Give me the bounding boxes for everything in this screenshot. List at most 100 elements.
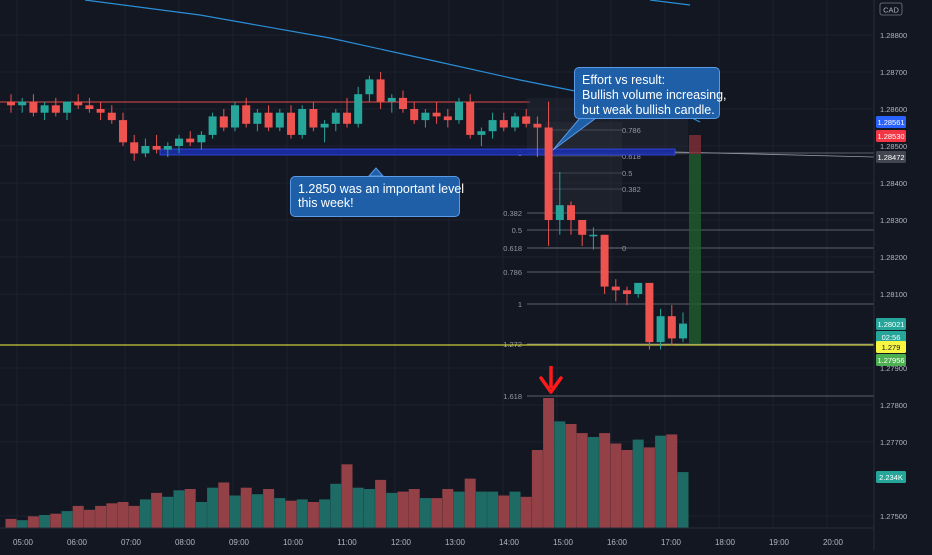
- candle-body: [600, 234, 609, 287]
- candle-body: [387, 97, 396, 102]
- currency-label: CAD: [883, 6, 899, 15]
- candle-body: [679, 323, 687, 339]
- x-tick-label: 17:00: [661, 538, 682, 547]
- y-tick-label: 1.28100: [880, 290, 907, 299]
- volume-bar: [341, 464, 353, 528]
- volume-bar: [251, 494, 263, 528]
- price-badge: [876, 318, 906, 330]
- candle-body: [623, 290, 631, 294]
- candle-body: [320, 123, 329, 128]
- volume-bar: [307, 502, 319, 528]
- position-stop-zone: [689, 135, 701, 154]
- position-target-zone: [689, 154, 701, 344]
- x-tick-label: 19:00: [769, 538, 790, 547]
- candle-body: [455, 101, 463, 121]
- candle-body: [589, 234, 598, 237]
- volume-bar: [520, 496, 532, 528]
- x-tick-label: 14:00: [499, 538, 520, 547]
- candle-body: [533, 123, 542, 128]
- volume-bar: [229, 495, 241, 528]
- candle-body: [253, 112, 262, 124]
- x-tick-label: 15:00: [553, 538, 574, 547]
- candle-body: [511, 116, 519, 128]
- x-tick-label: 18:00: [715, 538, 736, 547]
- candle-body: [264, 112, 273, 128]
- y-tick-label: 1.28200: [880, 253, 907, 262]
- volume-bar: [587, 437, 599, 528]
- volume-bar: [610, 443, 622, 528]
- candle-body: [522, 116, 531, 124]
- volume-bar: [509, 491, 521, 528]
- candle-body: [85, 105, 94, 109]
- candle-body: [29, 101, 38, 113]
- volume-bar: [128, 505, 140, 528]
- candle-body: [432, 112, 441, 117]
- volume-bar: [195, 502, 207, 528]
- price-badge-label: 1.279: [882, 343, 901, 352]
- y-tick-label: 1.28500: [880, 142, 907, 151]
- candle-body: [107, 112, 116, 121]
- currency-badge: [879, 2, 903, 16]
- volume-bar: [419, 498, 431, 528]
- candle-body: [656, 316, 665, 343]
- volume-bar: [386, 492, 398, 528]
- volume-bar: [5, 518, 17, 528]
- candle-body: [410, 109, 419, 121]
- x-tick-label: 06:00: [67, 538, 88, 547]
- volume-bar: [576, 433, 588, 528]
- fib-small-label: 0.618: [622, 152, 641, 161]
- y-tick-label: 1.28800: [880, 31, 907, 40]
- candle-body: [343, 112, 351, 124]
- callout-effort-vs-result: Effort vs result: Bullish volume increas…: [574, 67, 727, 119]
- volume-bar: [263, 489, 275, 528]
- candle-body: [331, 112, 340, 124]
- volume-bar: [296, 499, 308, 528]
- volume-bar: [475, 491, 487, 528]
- candle-body: [555, 205, 564, 220]
- callout-level-line-2: this week!: [298, 196, 354, 210]
- volume-bar: [666, 434, 678, 528]
- price-badge: [876, 130, 906, 142]
- candle-body: [141, 146, 150, 154]
- volume-bar: [162, 496, 174, 528]
- volume-bar: [599, 433, 611, 528]
- fib-level-label: 0.786: [503, 268, 522, 277]
- x-tick-label: 05:00: [13, 538, 34, 547]
- x-tick-label: 16:00: [607, 538, 628, 547]
- volume-bar: [50, 513, 62, 528]
- price-badge-label: 1.27956: [877, 356, 904, 365]
- volume-bar: [106, 503, 118, 528]
- volume-bar: [352, 487, 364, 528]
- candle-body: [578, 220, 587, 235]
- x-tick-label: 20:00: [823, 538, 844, 547]
- price-badge-label: 1.28561: [877, 118, 904, 127]
- candle-body: [488, 120, 497, 132]
- x-tick-label: 12:00: [391, 538, 412, 547]
- volume-bar: [330, 483, 342, 528]
- volume-bar: [173, 490, 185, 528]
- candle-body: [63, 101, 71, 113]
- price-badge-label: 1.28472: [877, 153, 904, 162]
- candle-body: [477, 131, 486, 135]
- support-zone-1-2850: [159, 148, 676, 156]
- candle-body: [7, 101, 15, 106]
- fib-level-label: 1.618: [503, 392, 522, 401]
- y-tick-label: 1.28300: [880, 216, 907, 225]
- candle-body: [443, 116, 452, 121]
- fib-small-label: 0.786: [622, 126, 641, 135]
- price-badge: [876, 341, 906, 353]
- volume-bar: [677, 472, 689, 528]
- zone-extension-line: [674, 151, 875, 158]
- price-badge-label: 1.28021: [877, 320, 904, 329]
- volume-bar: [184, 489, 196, 528]
- volume-bar: [95, 505, 107, 528]
- volume-bar: [655, 435, 667, 528]
- candle-body: [466, 101, 475, 135]
- callout-effort-line-2: Bullish volume increasing,: [582, 88, 727, 102]
- volume-bar: [442, 489, 454, 528]
- volume-bar: [531, 450, 543, 528]
- volume-bar: [72, 505, 84, 528]
- candle-body: [354, 94, 363, 124]
